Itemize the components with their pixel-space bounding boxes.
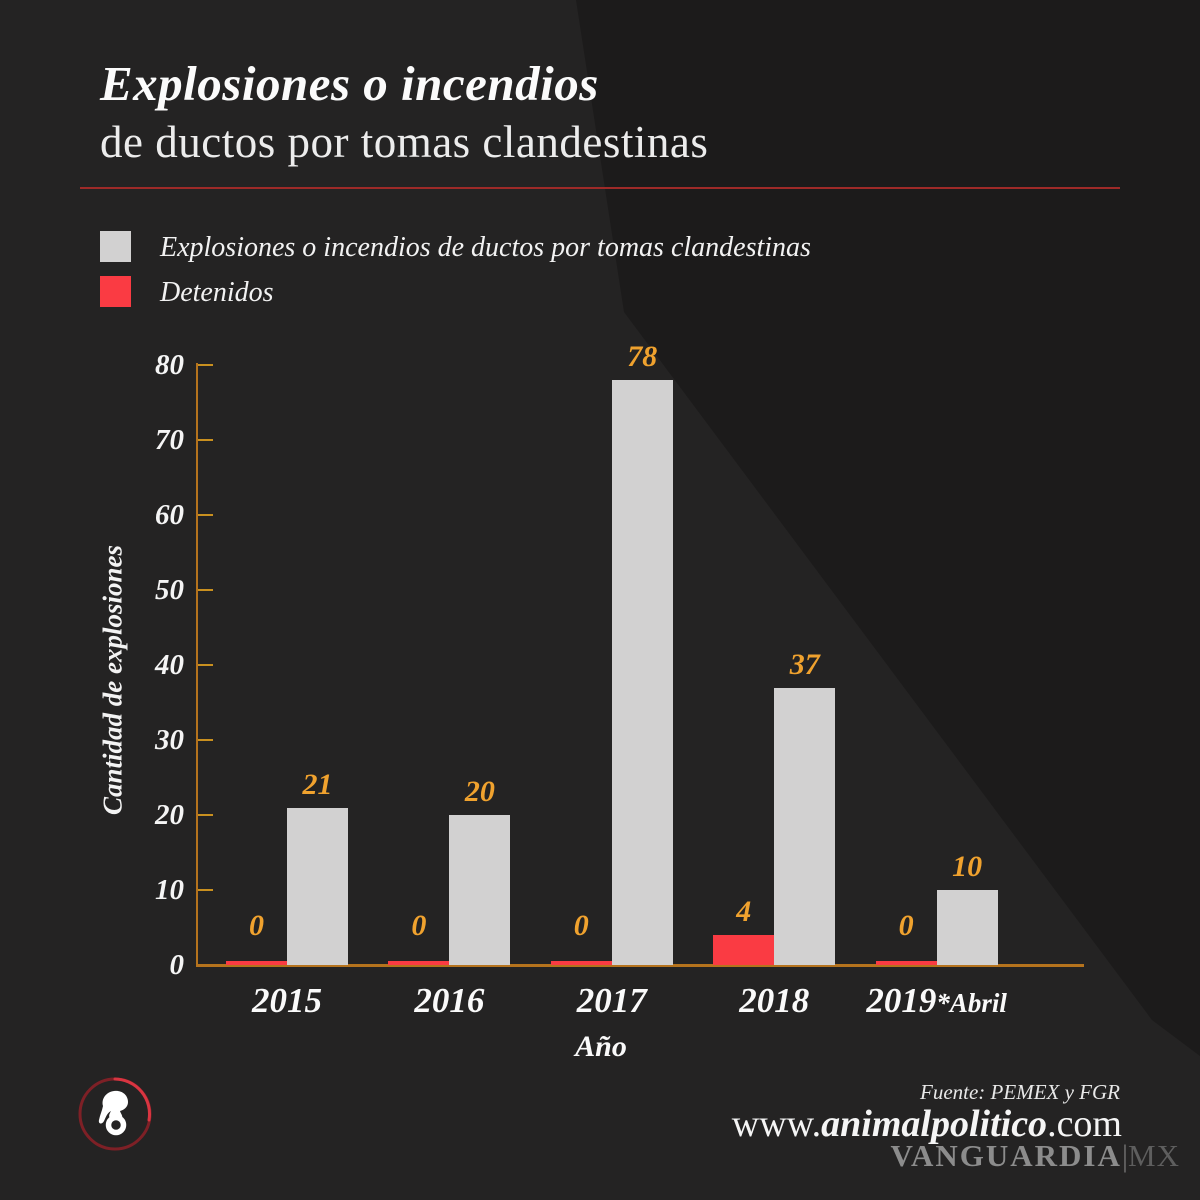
bar-detenidos-2019-value-label: 0 bbox=[898, 909, 914, 942]
y-tick-label-80: 80 bbox=[155, 349, 184, 381]
bar-explosiones-2018 bbox=[774, 687, 836, 965]
bar-explosiones-2015 bbox=[287, 807, 348, 965]
y-tick-70 bbox=[198, 439, 213, 441]
y-tick-60 bbox=[198, 514, 213, 516]
y-tick-label-60: 60 bbox=[155, 499, 184, 531]
y-tick-label-20: 20 bbox=[155, 799, 184, 831]
y-tick-label-10: 10 bbox=[155, 874, 184, 906]
bar-explosiones-2018-value-label: 37 bbox=[789, 647, 820, 681]
bar-detenidos-2016-value-label: 0 bbox=[411, 909, 427, 942]
y-tick-30 bbox=[198, 739, 213, 741]
y-tick-40 bbox=[198, 664, 213, 666]
website-url: www.animalpolitico.com bbox=[732, 1102, 1122, 1146]
y-tick-10 bbox=[198, 889, 213, 891]
website-brand: animalpolitico bbox=[821, 1103, 1048, 1145]
legend-swatch-detenidos bbox=[100, 276, 131, 307]
bar-detenidos-2018-value-label: 4 bbox=[736, 895, 752, 928]
legend-label-explosiones: Explosiones o incendios de ductos por to… bbox=[160, 232, 811, 263]
legend-swatch-explosiones bbox=[100, 231, 131, 262]
y-tick-50 bbox=[198, 589, 213, 591]
page-subtitle: de ductos por tomas clandestinas bbox=[100, 117, 709, 167]
vanguardia-watermark: VANGUARDIA|MX bbox=[891, 1138, 1180, 1174]
bar-explosiones-2015-value-label: 21 bbox=[302, 767, 333, 801]
watermark-name: VANGUARDIA bbox=[890, 1138, 1122, 1173]
y-tick-label-30: 30 bbox=[155, 724, 184, 756]
x-category-label-2015: 2015 bbox=[252, 981, 322, 1020]
watermark-separator: | bbox=[1121, 1138, 1129, 1173]
website-suffix: .com bbox=[1047, 1103, 1122, 1145]
bar-explosiones-2019 bbox=[936, 890, 998, 965]
bar-detenidos-2019 bbox=[875, 961, 937, 965]
legend-label-detenidos: Detenidos bbox=[160, 277, 274, 308]
y-tick-label-70: 70 bbox=[155, 424, 184, 456]
x-axis-title: Año bbox=[575, 1030, 627, 1063]
animal-politico-logo bbox=[78, 1077, 152, 1151]
title-divider bbox=[80, 187, 1120, 189]
bar-detenidos-2016 bbox=[388, 961, 450, 965]
y-axis-line bbox=[196, 363, 198, 965]
watermark-region: MX bbox=[1128, 1138, 1180, 1173]
y-tick-label-40: 40 bbox=[155, 649, 184, 681]
bar-detenidos-2015-value-label: 0 bbox=[249, 909, 264, 942]
x-axis-line bbox=[196, 964, 1084, 967]
x-category-label-2017: 2017 bbox=[576, 981, 647, 1020]
y-tick-80 bbox=[198, 364, 213, 366]
website-prefix: www. bbox=[731, 1103, 822, 1145]
source-note: Fuente: PEMEX y FGR bbox=[920, 1080, 1120, 1104]
bar-explosiones-2017 bbox=[611, 380, 673, 965]
bar-explosiones-2016 bbox=[449, 815, 511, 965]
plot-area: 0 10 20 30 40 50 60 70 80 0 21 2015 0 20 2016 0 78 2017 4 3… bbox=[155, 342, 1084, 1020]
bar-detenidos-2015 bbox=[226, 961, 287, 965]
y-tick-label-0: 0 bbox=[169, 949, 185, 981]
y-tick-label-50: 50 bbox=[155, 574, 184, 606]
bar-explosiones-2017-value-label: 78 bbox=[627, 340, 658, 373]
x-category-label-2016: 2016 bbox=[414, 981, 485, 1020]
bar-explosiones-2019-value-label: 10 bbox=[952, 850, 983, 883]
page-title: Explosiones o incendios bbox=[100, 56, 599, 111]
y-tick-20 bbox=[198, 814, 213, 816]
bar-detenidos-2017-value-label: 0 bbox=[573, 909, 589, 942]
bar-detenidos-2017 bbox=[550, 961, 612, 965]
x-category-label-2018: 2018 bbox=[739, 981, 810, 1020]
bar-explosiones-2016-value-label: 20 bbox=[464, 775, 495, 808]
bar-detenidos-2018 bbox=[713, 935, 775, 965]
x-category-label-2019: 2019*Abril bbox=[866, 981, 1007, 1020]
